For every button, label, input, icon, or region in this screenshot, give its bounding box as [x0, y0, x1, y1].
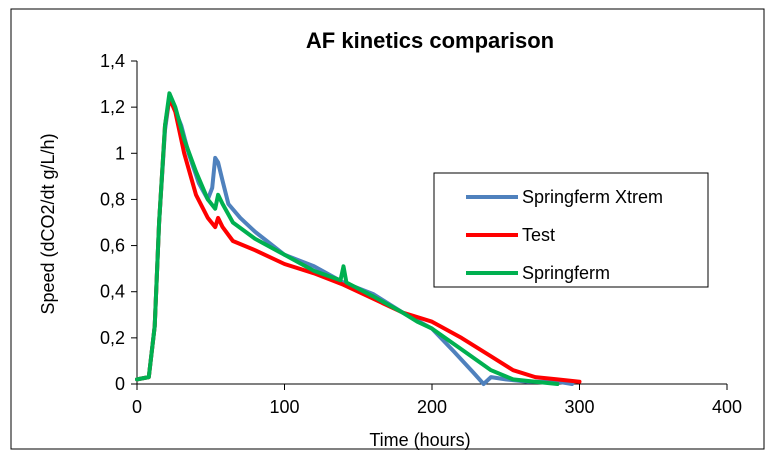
y-tick-label: 0 — [115, 374, 125, 394]
series-layer — [135, 91, 582, 386]
legend-label: Springferm — [522, 263, 610, 283]
x-tick-label: 400 — [712, 397, 742, 417]
y-tick-label: 1,2 — [100, 97, 125, 117]
chart-title: AF kinetics comparison — [306, 28, 554, 53]
y-tick-label: 0,2 — [100, 328, 125, 348]
x-tick-label: 200 — [417, 397, 447, 417]
series-line-3 — [135, 91, 560, 386]
x-tick-label: 300 — [564, 397, 594, 417]
y-tick-label: 1 — [115, 143, 125, 163]
x-axis-label: Time (hours) — [369, 430, 470, 450]
x-tick-label: 100 — [269, 397, 299, 417]
y-tick-label: 0,8 — [100, 189, 125, 209]
y-axis-label: Speed (dCO2/dt g/L/h) — [38, 133, 58, 314]
y-tick-label: 1,4 — [100, 51, 125, 71]
legend-label: Springferm Xtrem — [522, 187, 663, 207]
y-tick-label: 0,6 — [100, 236, 125, 256]
legend-label: Test — [522, 225, 555, 245]
axes: 0 0,2 0,4 0,6 0,8 1 1,2 1,4 0 100 200 300 400 — [100, 51, 742, 417]
legend: Springferm Xtrem Test Springferm — [433, 172, 709, 288]
y-tick-label: 0,4 — [100, 282, 125, 302]
x-tick-label: 0 — [132, 397, 142, 417]
legend-box — [433, 172, 709, 288]
